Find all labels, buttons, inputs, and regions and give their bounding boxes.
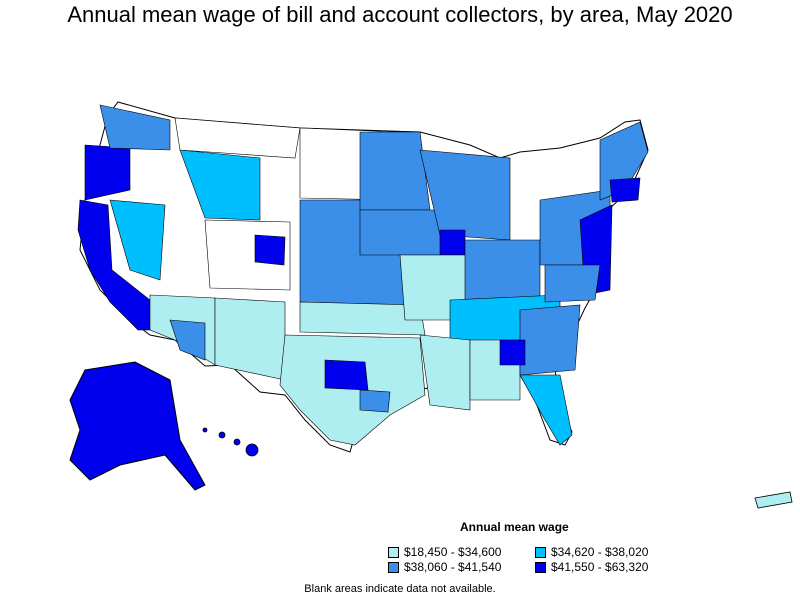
legend-swatch-4: [535, 561, 546, 573]
puerto-rico: [754, 491, 793, 509]
legend-title: Annual mean wage: [460, 520, 569, 534]
region-dallas: [324, 359, 369, 391]
legend-item-3: $38,060 - $41,540: [388, 560, 501, 574]
region-georgia-carolinas: [519, 304, 581, 376]
legend-swatch-2: [535, 546, 546, 558]
region-arizona-south: [169, 319, 206, 361]
region-nevada: [109, 199, 166, 281]
region-denver: [254, 234, 286, 266]
legend-label-3: $38,060 - $41,540: [404, 560, 502, 574]
region-california: [77, 199, 161, 331]
hawaii: [202, 427, 259, 457]
region-arkansas-louisiana: [419, 334, 471, 411]
region-new-mexico: [214, 297, 286, 381]
region-minnesota: [359, 131, 431, 211]
region-patches: [77, 104, 649, 446]
legend-label-1: $18,450 - $34,600: [404, 545, 502, 559]
legend-item-1: $18,450 - $34,600: [388, 545, 501, 559]
region-ohio-indiana: [464, 239, 541, 301]
legend-label-2: $34,620 - $38,020: [551, 545, 649, 559]
region-montana: [174, 117, 301, 159]
region-atlanta: [499, 339, 526, 366]
legend-item-2: $34,620 - $38,020: [535, 545, 648, 559]
choropleth-map: [0, 40, 800, 520]
region-florida: [519, 374, 573, 446]
map-title: Annual mean wage of bill and account col…: [67, 2, 733, 27]
legend-swatch-1: [388, 546, 399, 558]
region-chicago: [439, 229, 466, 256]
region-virginia: [544, 264, 601, 303]
alaska: [69, 361, 206, 491]
region-washington: [99, 104, 171, 151]
region-texas: [279, 334, 426, 446]
legend-swatch-3: [388, 561, 399, 573]
region-boston: [609, 177, 641, 203]
legend-item-4: $41,550 - $63,320: [535, 560, 648, 574]
region-idaho-wyoming: [179, 149, 261, 221]
region-oregon-coast: [84, 144, 131, 201]
region-houston: [359, 389, 391, 413]
region-oklahoma: [299, 301, 426, 336]
legend-label-4: $41,550 - $63,320: [551, 560, 649, 574]
footnote: Blank areas indicate data not available.: [304, 583, 496, 595]
